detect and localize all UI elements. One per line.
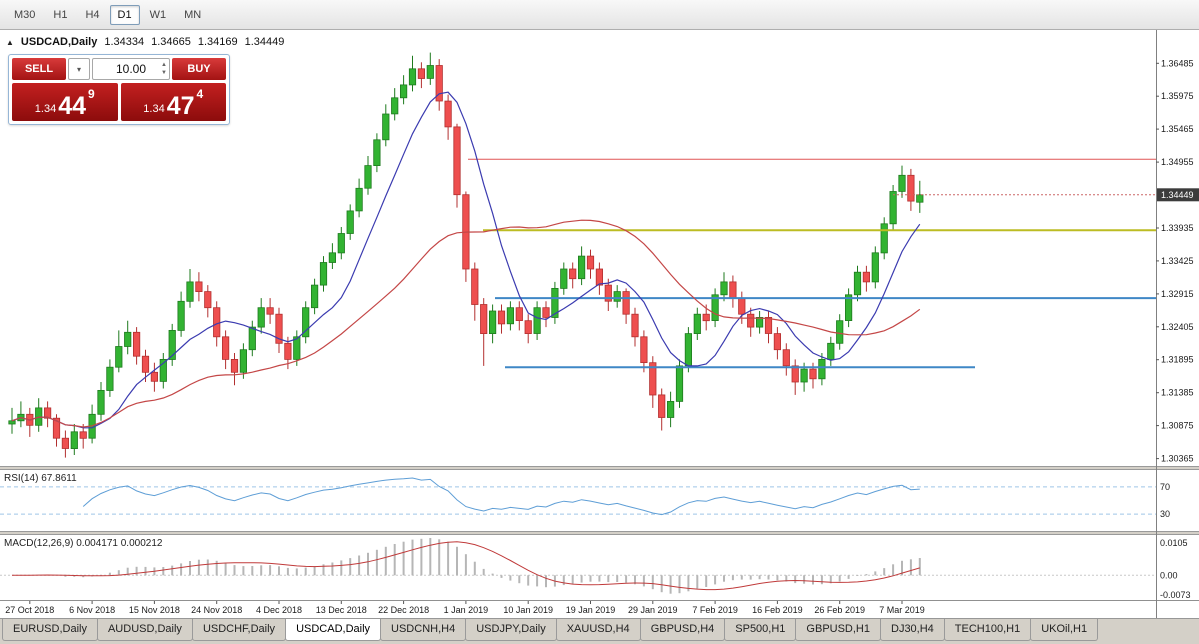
chart-tab-xauusd-h4[interactable]: XAUUSD,H4 — [555, 619, 641, 641]
close-value: 1.34449 — [244, 36, 285, 48]
chart-tab-usdcad-daily[interactable]: USDCAD,Daily — [285, 619, 382, 641]
current-price-badge — [1157, 188, 1199, 202]
ma-slow-red — [11, 219, 921, 428]
date-label: 6 Nov 2018 — [69, 605, 115, 615]
date-label: 26 Feb 2019 — [814, 605, 865, 615]
date-label: 22 Dec 2018 — [378, 605, 429, 615]
expand-icon[interactable]: ▲ — [6, 38, 14, 47]
date-label: 1 Jan 2019 — [444, 605, 489, 615]
chart-tab-audusd-daily[interactable]: AUDUSD,Daily — [96, 619, 193, 641]
step-up-icon[interactable]: ▲ — [161, 62, 167, 68]
timeframe-button-w1[interactable]: W1 — [149, 8, 167, 21]
open-value: 1.34334 — [104, 36, 145, 48]
volume-value: 10.00 — [115, 62, 147, 76]
price-tick-label: 1.33935 — [1161, 223, 1194, 233]
chart-background — [0, 30, 1199, 618]
timeframe-button-mn[interactable]: MN — [184, 8, 202, 21]
bid-big-digits: 44 — [58, 92, 87, 120]
price-tick-label: 1.36485 — [1161, 58, 1194, 68]
macd-signal-line — [11, 541, 920, 591]
price-axis[interactable]: 1.36485 1.35975 1.35465 1.34955 1.33935 1.334… — [1156, 58, 1194, 464]
price-tick-label: 1.33425 — [1161, 256, 1194, 266]
ask-price-display[interactable]: 1.34 47 4 — [120, 83, 226, 121]
ask-prefix: 1.34 — [143, 103, 165, 115]
step-down-icon[interactable]: ▼ — [161, 70, 167, 76]
date-label: 15 Nov 2018 — [129, 605, 180, 615]
date-label: 7 Feb 2019 — [692, 605, 738, 615]
price-tick-label: 1.30875 — [1161, 421, 1194, 431]
timeframe-button-h1[interactable]: H1 — [53, 8, 68, 21]
macd-panel-splitter[interactable] — [0, 531, 1199, 535]
price-tick-label: 1.31895 — [1161, 355, 1194, 365]
price-tick-label: 1.31385 — [1161, 388, 1194, 398]
chart-tab-dj30-h4[interactable]: DJ30,H4 — [880, 619, 945, 641]
bid-pip-digit: 9 — [88, 87, 95, 101]
macd-axis-zero: 0.00 — [1160, 570, 1178, 580]
current-price-badge-label: 1.34449 — [1161, 190, 1194, 200]
price-tick-label: 1.34955 — [1161, 157, 1194, 167]
low-value: 1.34169 — [197, 36, 238, 48]
chart-area: 70 30 RSI(14) 67.8611 MACD(12,26,9) 0.00417… — [0, 30, 1199, 618]
rsi-header: RSI(14) 67.8611 — [4, 473, 77, 484]
timeframe-toolbar: M30 H1 H4 D1 W1 MN — [0, 0, 1199, 30]
volume-dropdown[interactable]: ▾ — [68, 58, 90, 80]
candlestick-series — [8, 52, 924, 458]
date-axis[interactable]: 27 Oct 2018 6 Nov 2018 15 Nov 2018 24 Nov 2… — [5, 601, 925, 615]
chart-ohlc-header: ▲ USDCAD,Daily 1.34334 1.34665 1.34169 1… — [6, 36, 284, 48]
rsi-line — [82, 477, 920, 516]
date-label: 10 Jan 2019 — [503, 605, 553, 615]
rsi-panel-splitter[interactable] — [0, 466, 1199, 470]
chart-tab-usdcnh-h4[interactable]: USDCNH,H4 — [380, 619, 467, 641]
chart-tabs-bar: EURUSD,Daily AUDUSD,Daily USDCHF,Daily USDC… — [0, 618, 1199, 644]
chart-tab-tech100-h1[interactable]: TECH100,H1 — [943, 619, 1032, 641]
date-label: 24 Nov 2018 — [191, 605, 242, 615]
chart-tab-gbpusd-h1[interactable]: GBPUSD,H1 — [795, 619, 881, 641]
date-label: 13 Dec 2018 — [316, 605, 367, 615]
ask-big-digits: 47 — [166, 92, 195, 120]
chart-tab-usdjpy-daily[interactable]: USDJPY,Daily — [465, 619, 557, 641]
volume-stepper[interactable]: ▲ ▼ — [161, 61, 167, 77]
buy-button[interactable]: BUY — [172, 58, 226, 80]
chevron-down-icon: ▾ — [76, 64, 81, 74]
macd-histogram — [19, 538, 921, 594]
one-click-trading-panel: SELL ▾ 10.00 ▲ ▼ BUY 1.34 44 9 1.34 47 — [8, 54, 230, 125]
macd-header: MACD(12,26,9) 0.004171 0.000212 — [4, 538, 163, 549]
high-value: 1.34665 — [151, 36, 191, 48]
date-label: 19 Jan 2019 — [566, 605, 616, 615]
chart-tab-usdchf-daily[interactable]: USDCHF,Daily — [191, 619, 287, 641]
timeframe-button-m30[interactable]: M30 — [14, 8, 36, 21]
chart-tab-ukoil-h1[interactable]: UKOil,H1 — [1030, 619, 1099, 641]
sell-button[interactable]: SELL — [12, 58, 66, 80]
rsi-level-label: 70 — [1160, 482, 1170, 492]
chart-tab-eurusd-daily[interactable]: EURUSD,Daily — [2, 619, 98, 641]
macd-axis-top: 0.0105 — [1160, 538, 1188, 548]
date-label: 27 Oct 2018 — [5, 605, 54, 615]
ma-fast-blue — [11, 91, 921, 429]
price-tick-label: 1.35975 — [1161, 91, 1194, 101]
price-tick-label: 1.35465 — [1161, 124, 1194, 134]
symbol-label: USDCAD,Daily — [20, 36, 98, 48]
price-tick-label: 1.30365 — [1161, 454, 1194, 464]
rsi-level-label: 30 — [1160, 509, 1170, 519]
date-label: 7 Mar 2019 — [879, 605, 925, 615]
price-chart-canvas[interactable]: 70 30 RSI(14) 67.8611 MACD(12,26,9) 0.00417… — [0, 30, 1199, 618]
date-label: 29 Jan 2019 — [628, 605, 678, 615]
volume-input[interactable]: 10.00 ▲ ▼ — [92, 58, 170, 80]
date-label: 4 Dec 2018 — [256, 605, 302, 615]
price-tick-label: 1.32405 — [1161, 322, 1194, 332]
timeframe-button-h4[interactable]: H4 — [85, 8, 100, 21]
price-tick-label: 1.32915 — [1161, 289, 1194, 299]
timeframe-button-d1[interactable]: D1 — [109, 4, 140, 25]
ask-pip-digit: 4 — [196, 87, 204, 101]
bid-prefix: 1.34 — [34, 103, 57, 115]
chart-tab-sp500-h1[interactable]: SP500,H1 — [724, 619, 797, 641]
chart-tab-gbpusd-h4[interactable]: GBPUSD,H4 — [639, 619, 726, 641]
date-label: 16 Feb 2019 — [752, 605, 803, 615]
macd-axis-bottom: -0.0073 — [1160, 590, 1191, 600]
bid-price-display[interactable]: 1.34 44 9 — [12, 83, 118, 121]
